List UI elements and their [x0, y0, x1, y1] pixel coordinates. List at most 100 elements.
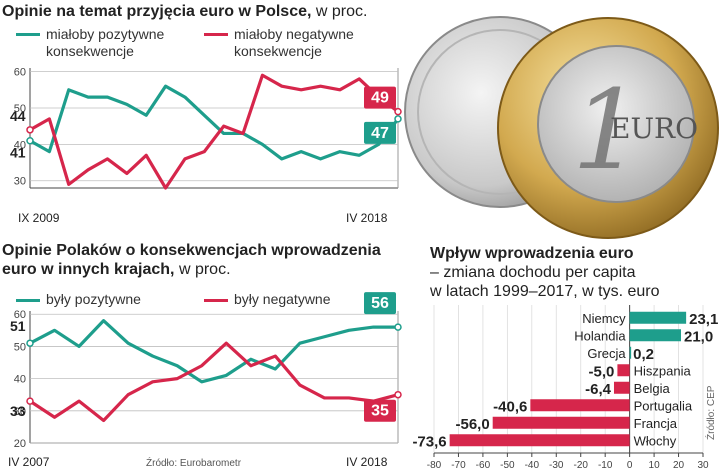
chart2-end-period: IV 2018	[346, 455, 388, 469]
chart3-x-tick-label: 10	[649, 460, 661, 471]
chart3-subtitle-line2: w latach 1999–2017, w tys. euro	[430, 283, 660, 300]
chart1-series-0-start-label: 41	[10, 145, 26, 161]
chart3-bar	[492, 416, 630, 429]
chart3-x-tick-label: -10	[598, 460, 613, 471]
chart2-series-1-end-label: 35	[371, 403, 389, 420]
chart1-legend-positive-line2: konsekwencje	[46, 43, 134, 59]
chart2-title-line1: Opinie Polaków o konsekwencjach wprowadz…	[2, 242, 381, 259]
chart2-y-tick-label: 30	[14, 406, 26, 418]
chart3-category-label: Włochy	[634, 433, 677, 448]
chart2-title-line2: euro w innych krajach,	[2, 261, 175, 278]
chart3-source: Źródło: CEP	[704, 385, 717, 440]
chart3-value-label: 21,0	[684, 328, 713, 345]
chart1-series-0-line	[29, 84, 400, 161]
chart2-legend-negative-swatch	[204, 299, 228, 302]
chart2-y-tick-label: 20	[14, 438, 26, 450]
chart3-title-block: Wpływ wprowadzenia euro – zmiana dochodu…	[430, 244, 659, 301]
chart1-series-0-end-tag	[364, 121, 396, 144]
chart3-bar	[629, 346, 632, 359]
chart2-series-0-end-tag	[364, 292, 396, 315]
chart1-title-text: Opinie na temat przyjęcia euro w Polsce,	[2, 3, 312, 20]
chart2-y-tick-label: 50	[14, 341, 26, 353]
chart2-series-0-end-label: 56	[371, 295, 389, 312]
chart1-series-1-start-point	[26, 126, 34, 134]
chart1-series-0-start-point	[26, 136, 34, 145]
chart2-series-1-end-point	[394, 390, 402, 399]
chart3-value-label: 0,2	[633, 346, 654, 363]
chart1-series-0-end-label: 47	[371, 125, 389, 142]
chart3-category-label: Belgia	[634, 381, 671, 396]
chart3-x-tick-label: -40	[525, 460, 540, 471]
chart3-title: Wpływ wprowadzenia euro	[430, 245, 634, 262]
chart2-series-0-start-label: 51	[10, 318, 26, 334]
chart3-value-label: -5,0	[589, 363, 615, 380]
chart3-bar	[617, 364, 630, 377]
chart3-x-tick-label: -20	[574, 460, 589, 471]
chart2-series-0-end-point	[394, 323, 402, 331]
chart3-x-tick-label: -70	[451, 460, 466, 471]
chart2-y-tick-label: 40	[14, 374, 26, 386]
chart3-x-tick-label: 30	[697, 460, 709, 471]
svg-text:EURO: EURO	[610, 112, 698, 145]
chart3-value-label: -40,6	[493, 398, 527, 415]
svg-text:1: 1	[572, 66, 642, 194]
chart3-category-label: Grecja	[587, 346, 626, 361]
chart1-start-period: IX 2009	[18, 211, 60, 225]
chart3-bar	[449, 434, 630, 447]
chart1-series-1-start-label: 44	[10, 108, 26, 124]
chart2-title: Opinie Polaków o konsekwencjach wprowadz…	[2, 241, 381, 279]
chart1-y-tick-label: 40	[14, 139, 26, 151]
chart2-series-1-end-tag	[364, 399, 396, 422]
chart1-title: Opinie na temat przyjęcia euro w Polsce,…	[2, 2, 367, 21]
chart2-start-period: IV 2007	[8, 455, 50, 469]
chart3-value-label: -56,0	[455, 416, 489, 433]
one-euro-coin: 1 EURO	[497, 17, 719, 239]
chart1-series-1-line	[29, 73, 399, 190]
chart3-x-tick-label: 20	[673, 460, 685, 471]
chart1-legend-positive-line1: miałoby pozytywne	[46, 26, 165, 42]
chart2-series-1-line	[29, 341, 399, 423]
chart1-series-1-end-label: 49	[371, 90, 389, 107]
chart2-source: Źródło: Eurobarometr	[146, 458, 242, 469]
chart2-series-1-start-point	[26, 397, 34, 405]
chart2-series-0-start-point	[26, 339, 34, 347]
chart1-end-period: IV 2018	[346, 211, 388, 225]
chart2-series-1-start-label: 33	[10, 403, 26, 419]
chart3-category-label: Niemcy	[582, 311, 626, 326]
chart3-x-tick-label: -60	[476, 460, 491, 471]
chart1-y-tick-label: 30	[14, 176, 26, 188]
chart3-value-label: 23,1	[689, 311, 718, 328]
chart3-bar	[613, 381, 630, 394]
chart1-legend-negative-line2: konsekwencje	[234, 43, 322, 59]
chart3-x-tick-label: -80	[427, 460, 442, 471]
chart3-bar	[629, 329, 681, 342]
chart1-y-tick-label: 60	[14, 67, 26, 79]
chart3-subtitle-line1: – zmiana dochodu per capita	[430, 264, 636, 281]
chart3-x-tick-label: -30	[549, 460, 564, 471]
chart1-legend-negative-swatch	[204, 33, 228, 36]
chart3-category-label: Hiszpania	[634, 363, 692, 378]
chart2-legend-negative: były negatywne	[234, 291, 331, 307]
chart3-value-label: -6,4	[585, 381, 612, 398]
chart3-category-label: Francja	[634, 416, 678, 431]
chart1-unit: w proc.	[315, 3, 368, 20]
chart1-series-1-end-point	[394, 107, 402, 116]
chart1-series-1-end-tag	[364, 86, 396, 109]
chart3-bar	[530, 399, 630, 412]
chart3-bar	[629, 311, 687, 324]
chart2-unit: w proc.	[178, 261, 231, 278]
chart3-category-label: Portugalia	[634, 398, 693, 413]
chart1-series-0-end-point	[394, 115, 402, 123]
chart1-legend-negative-line1: miałoby negatywne	[234, 26, 354, 42]
chart2-legend-positive-swatch	[16, 299, 40, 302]
chart1-y-tick-label: 50	[14, 103, 26, 115]
chart3-x-tick-label: 0	[627, 460, 633, 471]
chart3-x-tick-label: -50	[500, 460, 515, 471]
chart2-legend-positive: były pozytywne	[46, 291, 141, 307]
chart3-category-label: Holandia	[574, 328, 626, 343]
chart2-series-0-line	[29, 319, 398, 384]
